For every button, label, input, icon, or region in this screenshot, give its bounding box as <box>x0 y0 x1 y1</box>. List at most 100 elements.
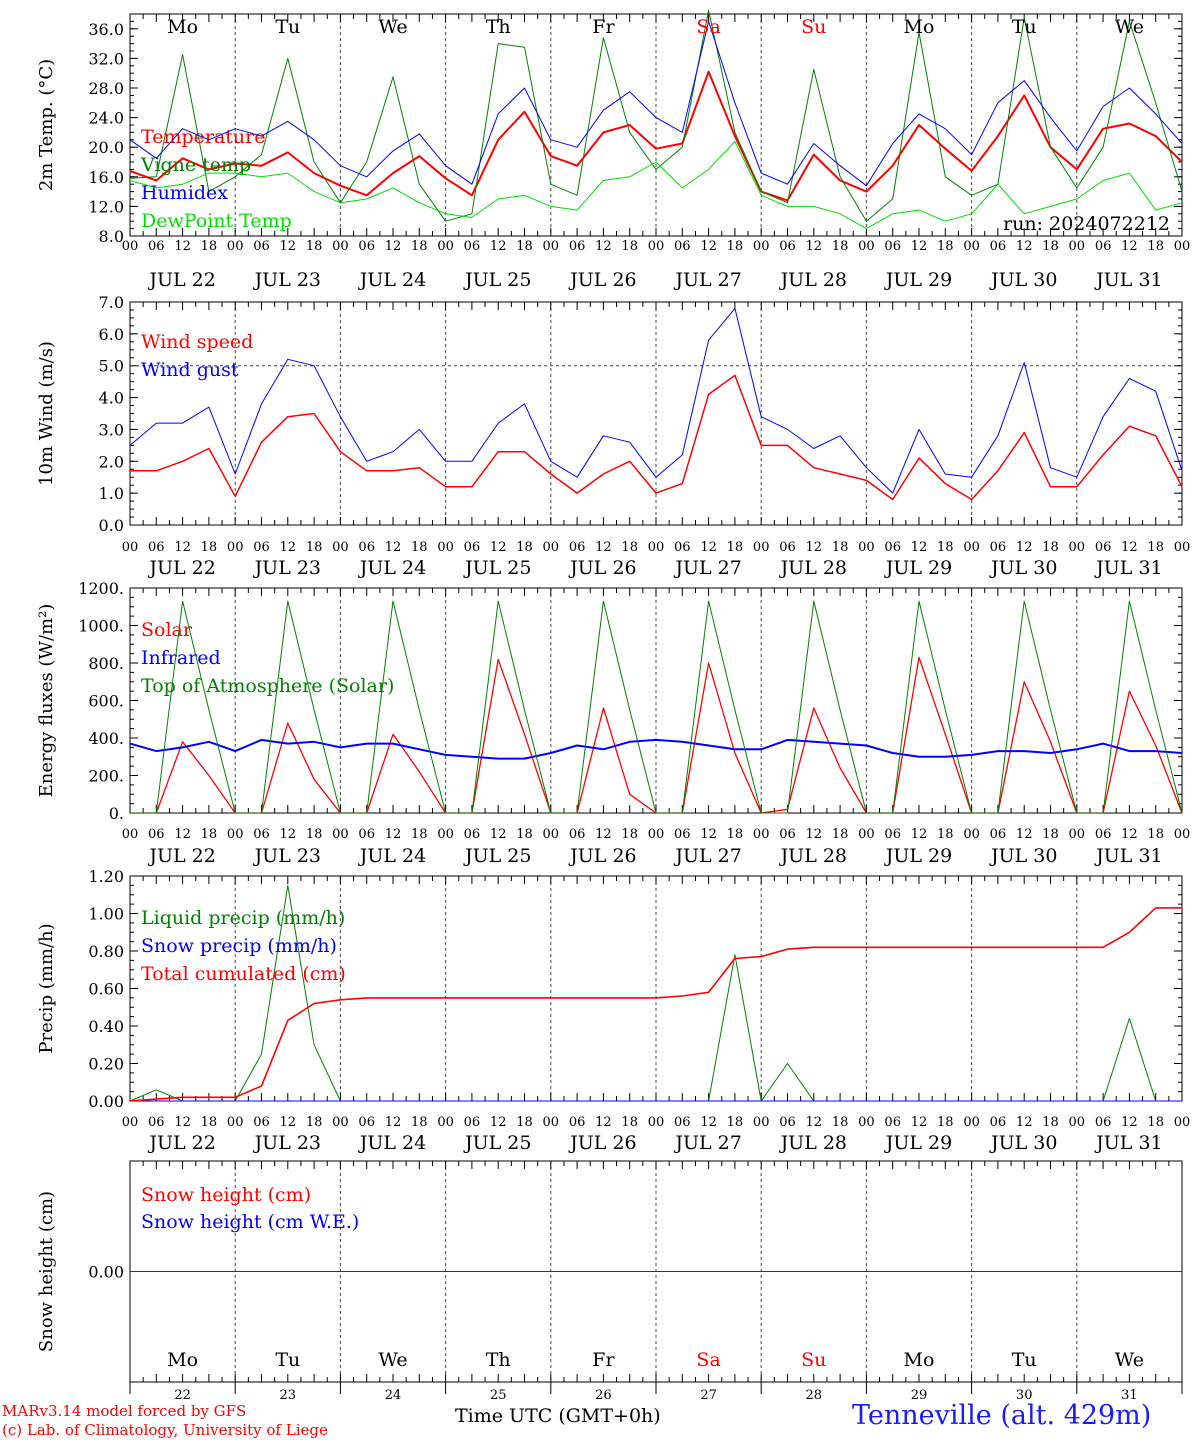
hour-tick-label: 00 <box>332 827 349 842</box>
hour-tick-label: 06 <box>464 1115 481 1130</box>
hour-tick-label: 00 <box>227 827 244 842</box>
date-label: JUL 30 <box>989 845 1057 867</box>
weekday-label: Sa <box>696 16 720 38</box>
date-label: JUL 24 <box>358 557 426 579</box>
weekday-label: We <box>1115 16 1144 38</box>
date-label: JUL 25 <box>463 269 531 291</box>
hour-tick-label: 18 <box>201 540 218 555</box>
hour-tick-label: 18 <box>516 239 533 254</box>
date-label: JUL 26 <box>568 1132 636 1154</box>
weekday-label: Mo <box>904 16 935 38</box>
y-tick-label: 24.0 <box>88 109 124 128</box>
date-label: JUL 27 <box>673 557 741 579</box>
series-line-4 <box>129 140 1183 230</box>
hour-tick-label: 00 <box>648 1115 665 1130</box>
y-tick-label: 0.80 <box>88 942 124 961</box>
date-label: JUL 27 <box>673 269 741 291</box>
hour-tick-label: 06 <box>569 239 586 254</box>
date-label: JUL 29 <box>884 557 952 579</box>
hour-tick-label: 00 <box>648 239 665 254</box>
hour-tick-label: 12 <box>1016 1115 1033 1130</box>
plot-frame <box>129 587 1183 814</box>
hour-tick-label: 00 <box>1069 540 1086 555</box>
weekday-label: Tu <box>1012 1349 1037 1371</box>
hour-tick-label: 12 <box>1121 827 1138 842</box>
legend-entry: Solar <box>141 619 193 641</box>
hour-tick-label: 06 <box>148 1115 165 1130</box>
hour-tick-label: 00 <box>858 827 875 842</box>
hour-tick-label: 12 <box>1121 1115 1138 1130</box>
hour-tick-label: 18 <box>937 1115 954 1130</box>
weekday-label: Mo <box>167 16 198 38</box>
y-tick-label: 0.00 <box>88 1263 124 1282</box>
hour-tick-label: 18 <box>1147 1115 1164 1130</box>
legend-entry: Wind gust <box>141 359 239 381</box>
hour-tick-label: 18 <box>832 540 849 555</box>
day-number-label: 23 <box>280 1388 297 1403</box>
hour-tick-label: 12 <box>280 239 297 254</box>
hour-tick-label: 06 <box>358 1115 375 1130</box>
y-tick-label: 8.0 <box>99 227 124 246</box>
series-line-3 <box>129 907 1182 1102</box>
hour-tick-label: 18 <box>516 1115 533 1130</box>
hour-tick-label: 12 <box>280 540 297 555</box>
hour-tick-label: 12 <box>174 827 191 842</box>
date-label: JUL 26 <box>568 557 636 579</box>
date-label: JUL 23 <box>253 1132 321 1154</box>
weekday-label: We <box>378 1349 407 1371</box>
day-number-label: 27 <box>700 1388 717 1403</box>
hour-tick-label: 18 <box>201 827 218 842</box>
weekday-label: Mo <box>167 1349 198 1371</box>
hour-tick-label: 00 <box>332 1115 349 1130</box>
hour-tick-label: 06 <box>884 239 901 254</box>
hour-tick-label: 00 <box>963 1115 980 1130</box>
hour-tick-label: 06 <box>253 827 270 842</box>
hour-tick-label: 00 <box>332 540 349 555</box>
y-tick-label: 6.0 <box>99 325 124 344</box>
hour-tick-label: 12 <box>911 540 928 555</box>
hour-tick-label: 00 <box>543 239 560 254</box>
hour-tick-label: 00 <box>122 239 139 254</box>
hour-tick-label: 18 <box>1147 239 1164 254</box>
hour-tick-label: 18 <box>516 827 533 842</box>
hour-tick-label: 06 <box>1095 540 1112 555</box>
hour-tick-label: 06 <box>358 827 375 842</box>
date-label: JUL 27 <box>673 845 741 867</box>
hour-tick-label: 18 <box>621 1115 638 1130</box>
hour-tick-label: 06 <box>569 540 586 555</box>
panel-3: 0. 200. 400. 600. 800. 1000. 1200. Energy fluxe… <box>36 579 1190 867</box>
date-label: JUL 25 <box>463 845 531 867</box>
hour-tick-label: 00 <box>963 540 980 555</box>
hour-tick-label: 18 <box>937 540 954 555</box>
legend-entry: Total cumulated (cm) <box>141 963 346 985</box>
hour-tick-label: 12 <box>490 1115 507 1130</box>
hour-tick-label: 18 <box>411 540 428 555</box>
hour-tick-label: 06 <box>464 540 481 555</box>
date-label: JUL 30 <box>989 269 1057 291</box>
series-line-3 <box>130 600 1183 814</box>
hour-tick-label: 00 <box>543 540 560 555</box>
date-label: JUL 22 <box>147 557 215 579</box>
model-credit: MARv3.14 model forced by GFS <box>2 1402 247 1420</box>
date-label: JUL 23 <box>253 845 321 867</box>
hour-tick-label: 12 <box>1016 827 1033 842</box>
y-tick-label: 12.0 <box>88 197 124 216</box>
hour-tick-label: 12 <box>700 239 717 254</box>
hour-tick-label: 06 <box>674 540 691 555</box>
hour-tick-label: 00 <box>227 540 244 555</box>
y-tick-label: 7.0 <box>99 293 124 312</box>
hour-tick-label: 06 <box>990 827 1007 842</box>
hour-tick-label: 12 <box>595 1115 612 1130</box>
hour-tick-label: 12 <box>490 827 507 842</box>
y-axis-label: 2m Temp. (°C) <box>36 59 57 191</box>
y-tick-label: 32.0 <box>88 49 124 68</box>
hour-tick-label: 18 <box>1147 827 1164 842</box>
hour-tick-label: 18 <box>832 827 849 842</box>
date-label: JUL 30 <box>989 557 1057 579</box>
y-tick-label: 1.00 <box>88 905 124 924</box>
y-tick-label: 0.40 <box>88 1017 124 1036</box>
hour-tick-label: 00 <box>858 239 875 254</box>
hour-tick-label: 12 <box>280 1115 297 1130</box>
hour-tick-label: 12 <box>1121 239 1138 254</box>
